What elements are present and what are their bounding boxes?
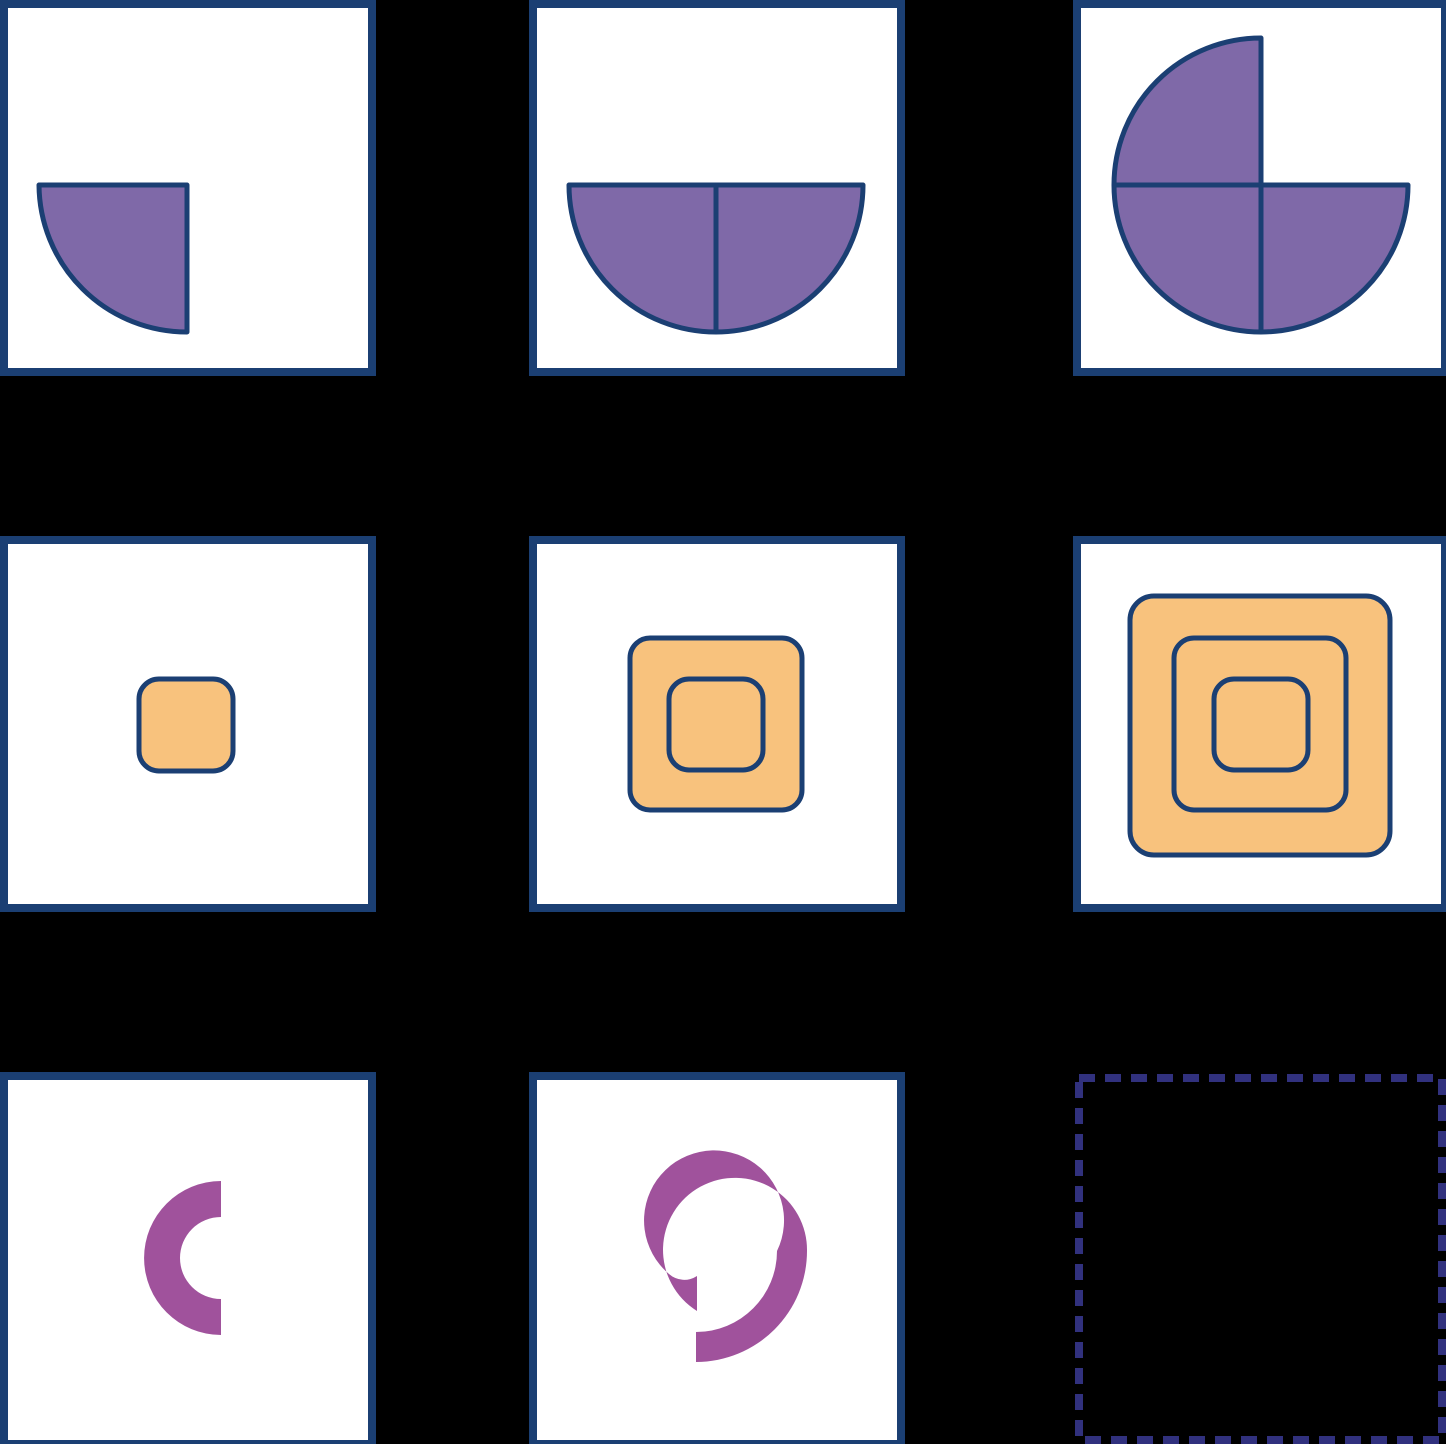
ring-arc-left-half xyxy=(144,1181,221,1335)
row-1 xyxy=(0,0,1446,376)
quarter-circle-piece xyxy=(566,182,719,335)
quarter-circle-piece xyxy=(36,182,190,335)
missing-answer-panel xyxy=(1075,1074,1446,1444)
ring-arc-spiral xyxy=(644,1150,808,1362)
rounded-square-small xyxy=(1211,676,1311,773)
row-3 xyxy=(0,1072,1446,1444)
panel-r3c1 xyxy=(0,1072,376,1444)
quarter-circle-piece xyxy=(713,182,866,335)
quarter-circle-piece xyxy=(1258,182,1411,335)
quarter-circle-piece xyxy=(1111,182,1264,335)
rounded-square-small xyxy=(136,676,236,774)
rounded-square-small xyxy=(666,676,766,773)
panel-r3c2 xyxy=(529,1072,905,1444)
quarter-circle-piece xyxy=(1111,35,1264,188)
row-2 xyxy=(0,536,1446,912)
